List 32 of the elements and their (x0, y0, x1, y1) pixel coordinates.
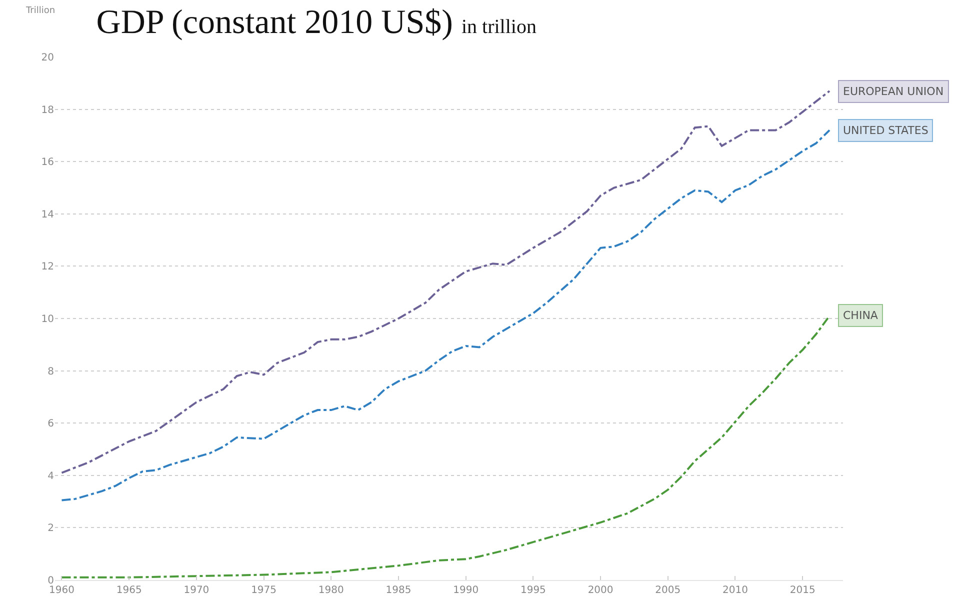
y-tick-label: 0 (48, 576, 54, 586)
x-tick-label: 1965 (116, 585, 142, 596)
x-tick-label: 1990 (453, 585, 479, 596)
x-tick-label: 1980 (318, 585, 344, 596)
chart-title: GDP (constant 2010 US$) (96, 4, 453, 41)
y-tick-label: 18 (41, 104, 54, 116)
x-tick-label: 1975 (251, 585, 277, 596)
y-tick-label: 20 (41, 52, 54, 64)
y-tick-label: 6 (48, 418, 54, 430)
line-series (60, 314, 831, 578)
y-tick-label: 8 (48, 366, 54, 378)
y-tick-label: 16 (41, 157, 54, 168)
x-tick-label: 1985 (386, 585, 412, 596)
x-tick-label: 2000 (588, 585, 614, 596)
line-series (60, 129, 831, 502)
y-tick-label: 14 (41, 209, 54, 220)
y-tick-label: 4 (48, 470, 54, 482)
x-tick-label: 2015 (790, 585, 816, 596)
x-tick-label: 2010 (722, 585, 748, 596)
x-tick-label: 1970 (184, 585, 210, 596)
series-label: UNITED STATES (843, 124, 928, 137)
line-series (60, 90, 831, 474)
y-tick-label: 2 (48, 523, 54, 534)
x-tick-label: 1995 (520, 585, 546, 596)
series-label: EUROPEAN UNION (843, 85, 944, 98)
x-tick-label: 2005 (655, 585, 681, 596)
y-tick-label: 12 (41, 262, 54, 273)
y-axis-title: Trillion (25, 6, 56, 16)
x-tick-label: 1960 (49, 585, 74, 596)
y-tick-label: 10 (41, 314, 54, 325)
chart-subtitle: in trillion (461, 16, 536, 38)
series-label: CHINA (843, 309, 878, 322)
